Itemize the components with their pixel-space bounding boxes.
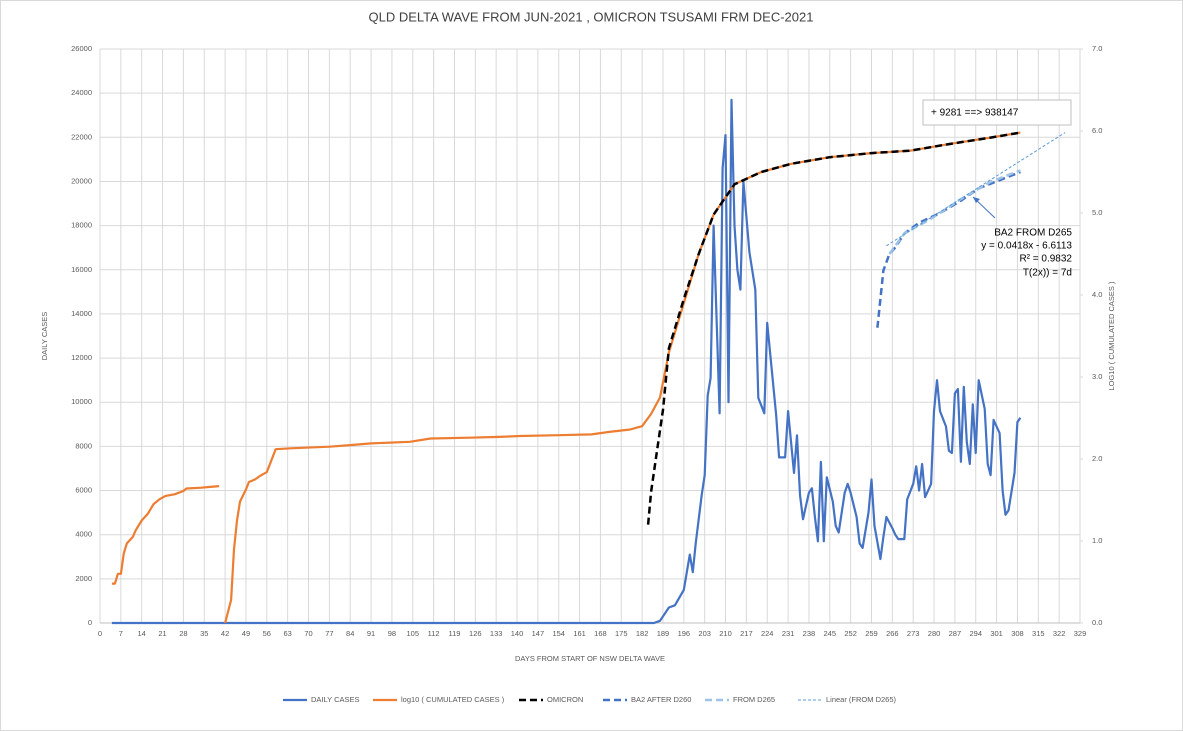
x-tick-label: 259 bbox=[865, 629, 878, 638]
x-tick-label: 105 bbox=[407, 629, 420, 638]
y-tick-label: 10000 bbox=[71, 397, 92, 406]
legend-label: FROM D265 bbox=[733, 695, 775, 704]
y-tick-label: 0 bbox=[88, 618, 92, 627]
y-tick-label: 2000 bbox=[75, 574, 92, 583]
y-tick-label: 26000 bbox=[71, 44, 92, 53]
x-tick-label: 119 bbox=[448, 629, 460, 638]
x-tick-label: 287 bbox=[949, 629, 962, 638]
y-tick-label: 14000 bbox=[71, 309, 92, 318]
annotation-text: + 9281 ==> 938147 bbox=[931, 108, 1019, 119]
x-tick-label: 49 bbox=[242, 629, 250, 638]
x-tick-label: 14 bbox=[138, 629, 146, 638]
x-tick-label: 238 bbox=[803, 629, 816, 638]
y2-tick-label: 2.0 bbox=[1092, 454, 1102, 463]
x-tick-label: 175 bbox=[615, 629, 628, 638]
y-tick-label: 4000 bbox=[75, 530, 92, 539]
x-tick-label: 161 bbox=[573, 629, 586, 638]
x-tick-label: 252 bbox=[844, 629, 857, 638]
legend-label: Linear (FROM D265) bbox=[826, 695, 897, 704]
legend-label: BA2 AFTER D260 bbox=[631, 695, 691, 704]
x-tick-label: 63 bbox=[283, 629, 291, 638]
x-tick-label: 84 bbox=[346, 629, 354, 638]
x-tick-label: 154 bbox=[552, 629, 565, 638]
y-tick-label: 12000 bbox=[71, 353, 92, 362]
series-line bbox=[646, 131, 1021, 525]
x-tick-label: 189 bbox=[657, 629, 670, 638]
x-axis-label: DAYS FROM START OF NSW DELTA WAVE bbox=[515, 654, 665, 663]
y-tick-label: 8000 bbox=[75, 441, 92, 450]
x-tick-label: 294 bbox=[969, 629, 982, 638]
x-tick-label: 203 bbox=[698, 629, 711, 638]
fit-text: y = 0.0418x - 6.6113 bbox=[981, 241, 1072, 252]
arrow-head bbox=[973, 197, 980, 203]
x-tick-label: 210 bbox=[719, 629, 732, 638]
legend-label: OMICRON bbox=[547, 695, 583, 704]
fit-text: R² = 0.9832 bbox=[1019, 254, 1072, 265]
x-tick-label: 273 bbox=[907, 629, 920, 638]
y2-tick-label: 6.0 bbox=[1092, 126, 1102, 135]
fit-text: T(2x)) = 7d bbox=[1023, 268, 1072, 279]
x-tick-label: 42 bbox=[221, 629, 229, 638]
x-tick-label: 182 bbox=[636, 629, 649, 638]
x-tick-label: 91 bbox=[367, 629, 375, 638]
x-tick-label: 168 bbox=[594, 629, 607, 638]
x-tick-label: 231 bbox=[782, 629, 795, 638]
legend-label: log10 ( CUMULATED CASES ) bbox=[401, 695, 505, 704]
x-tick-label: 56 bbox=[263, 629, 271, 638]
y2-tick-label: 0.0 bbox=[1092, 618, 1102, 627]
x-tick-label: 266 bbox=[886, 629, 899, 638]
y-tick-label: 24000 bbox=[71, 88, 92, 97]
y-tick-label: 22000 bbox=[71, 132, 92, 141]
y-tick-label: 20000 bbox=[71, 176, 92, 185]
x-tick-label: 308 bbox=[1011, 629, 1024, 638]
x-tick-label: 7 bbox=[119, 629, 123, 638]
x-tick-label: 315 bbox=[1032, 629, 1045, 638]
x-tick-label: 70 bbox=[304, 629, 312, 638]
x-tick-label: 0 bbox=[98, 629, 102, 638]
x-tick-label: 245 bbox=[824, 629, 837, 638]
y2-tick-label: 5.0 bbox=[1092, 208, 1102, 217]
x-tick-label: 301 bbox=[990, 629, 1003, 638]
y-tick-label: 6000 bbox=[75, 486, 92, 495]
x-tick-label: 133 bbox=[490, 629, 503, 638]
x-tick-label: 35 bbox=[200, 629, 208, 638]
y-axis-label: DAILY CASES bbox=[40, 312, 49, 361]
y2-axis-label: LOG10 ( CUMULATED CASES ) bbox=[1107, 281, 1116, 391]
annotation-box bbox=[922, 99, 1072, 126]
x-tick-label: 196 bbox=[678, 629, 691, 638]
fit-text: BA2 FROM D265 bbox=[994, 228, 1072, 239]
series-line bbox=[111, 98, 1022, 625]
y2-tick-label: 1.0 bbox=[1092, 536, 1102, 545]
x-tick-label: 126 bbox=[469, 629, 482, 638]
x-tick-label: 140 bbox=[511, 629, 524, 638]
x-tick-label: 322 bbox=[1053, 629, 1066, 638]
legend-label: DAILY CASES bbox=[311, 695, 360, 704]
y2-tick-label: 4.0 bbox=[1092, 290, 1102, 299]
chart-title: QLD DELTA WAVE FROM JUN-2021 , OMICRON T… bbox=[369, 9, 814, 24]
x-tick-label: 77 bbox=[325, 629, 333, 638]
grid-layer bbox=[99, 48, 1081, 624]
series-line bbox=[886, 132, 1066, 247]
x-tick-label: 224 bbox=[761, 629, 774, 638]
x-tick-label: 217 bbox=[740, 629, 753, 638]
y2-tick-label: 3.0 bbox=[1092, 372, 1102, 381]
x-tick-label: 21 bbox=[158, 629, 166, 638]
y2-tick-label: 7.0 bbox=[1092, 44, 1102, 53]
x-tick-label: 329 bbox=[1074, 629, 1087, 638]
x-tick-label: 98 bbox=[388, 629, 396, 638]
x-tick-label: 112 bbox=[428, 629, 440, 638]
x-tick-label: 28 bbox=[179, 629, 187, 638]
y-tick-label: 18000 bbox=[71, 221, 92, 230]
x-tick-label: 280 bbox=[928, 629, 941, 638]
x-tick-label: 147 bbox=[532, 629, 545, 638]
y-tick-label: 16000 bbox=[71, 265, 92, 274]
